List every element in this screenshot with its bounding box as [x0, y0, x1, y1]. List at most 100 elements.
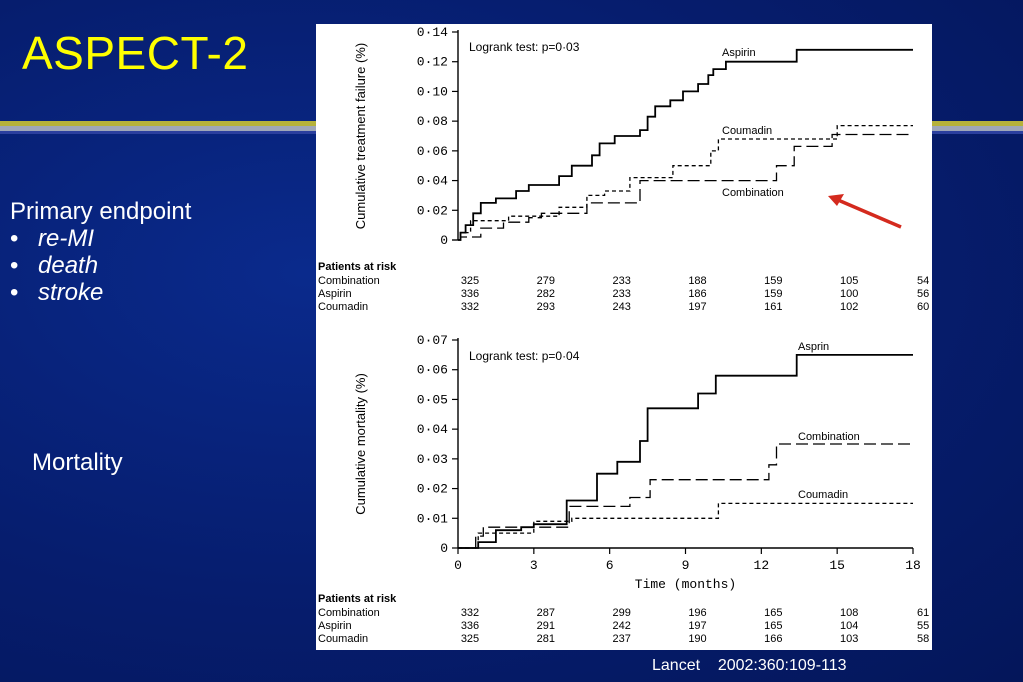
- logrank-annotation: Logrank test: p=0·04: [469, 349, 580, 363]
- red-arrow-head-icon: [828, 194, 844, 206]
- at-risk-value: 336: [461, 288, 479, 300]
- primary-endpoint-block: Primary endpoint • re-MI • death • stroke: [10, 198, 191, 306]
- y-tick-label: 0·08: [417, 114, 448, 129]
- y-tick-label: 0·04: [417, 422, 448, 437]
- at-risk-value: 55: [917, 620, 929, 632]
- series-label: Coumadin: [722, 125, 772, 137]
- primary-endpoint-heading: Primary endpoint: [10, 198, 192, 225]
- at-risk-value: 325: [461, 275, 479, 287]
- at-risk-value: 293: [537, 301, 555, 313]
- red-arrow-shaft: [837, 198, 902, 229]
- logrank-annotation: Logrank test: p=0·03: [469, 40, 580, 54]
- at-risk-value: 336: [461, 620, 479, 632]
- mortality-label: Mortality: [32, 449, 123, 476]
- y-tick-label: 0·02: [417, 203, 448, 218]
- at-risk-value: 103: [840, 633, 858, 645]
- at-risk-value: 165: [764, 607, 782, 619]
- at-risk-value: 282: [537, 288, 555, 300]
- x-tick-label: 18: [905, 558, 921, 573]
- at-risk-value: 60: [917, 301, 929, 313]
- at-risk-row-label: Aspirin: [318, 288, 352, 300]
- at-risk-value: 188: [688, 275, 706, 287]
- y-tick-label: 0·01: [417, 511, 448, 526]
- at-risk-heading: Patients at risk: [318, 593, 397, 605]
- at-risk-value: 237: [612, 633, 630, 645]
- at-risk-value: 233: [612, 275, 630, 287]
- at-risk-value: 100: [840, 288, 858, 300]
- at-risk-value: 56: [917, 288, 929, 300]
- y-tick-label: 0: [440, 233, 448, 248]
- y-axis-title: Cumulative treatment failure (%): [353, 43, 368, 229]
- y-tick-label: 0·03: [417, 452, 448, 467]
- endpoint-item-label: re-MI: [38, 225, 94, 252]
- citation: Lancet 2002:360:109-113: [652, 657, 847, 674]
- at-risk-value: 332: [461, 607, 479, 619]
- y-tick-label: 0·02: [417, 482, 448, 497]
- y-axis-title: Cumulative mortality (%): [353, 373, 368, 515]
- x-tick-label: 9: [682, 558, 690, 573]
- at-risk-value: 165: [764, 620, 782, 632]
- at-risk-value: 243: [612, 301, 630, 313]
- at-risk-row-label: Aspirin: [318, 620, 352, 632]
- series-label: Combination: [722, 187, 784, 199]
- at-risk-value: 196: [688, 607, 706, 619]
- y-tick-label: 0·06: [417, 144, 448, 159]
- at-risk-value: 186: [688, 288, 706, 300]
- series-line-aspirin: [458, 48, 913, 241]
- y-tick-label: 0·06: [417, 363, 448, 378]
- at-risk-value: 58: [917, 633, 929, 645]
- y-tick-label: 0·07: [417, 333, 448, 348]
- primary-endpoint-list: • re-MI • death • stroke: [10, 225, 191, 306]
- km-figure-svg: 0 0·02 0·04 0·06 0·08 0·10 0·12 0·14 Cumulative …: [318, 25, 929, 645]
- at-risk-value: 325: [461, 633, 479, 645]
- at-risk-value: 108: [840, 607, 858, 619]
- at-risk-row-label: Combination: [318, 607, 380, 619]
- endpoint-item-label: death: [38, 252, 99, 279]
- x-tick-label: 15: [829, 558, 845, 573]
- bullet-icon: •: [10, 225, 19, 252]
- series-line-combination: [458, 133, 913, 241]
- at-risk-value: 105: [840, 275, 858, 287]
- at-risk-heading: Patients at risk: [318, 261, 397, 273]
- at-risk-value: 166: [764, 633, 782, 645]
- at-risk-value: 159: [764, 275, 782, 287]
- series-label: Combination: [798, 431, 860, 443]
- y-tick-label: 0·10: [417, 84, 448, 99]
- series-label: Coumadin: [798, 489, 848, 501]
- at-risk-value: 197: [688, 620, 706, 632]
- at-risk-value: 279: [537, 275, 555, 287]
- series-line-combination: [458, 443, 913, 549]
- at-risk-row-label: Coumadin: [318, 301, 368, 313]
- bullet-icon: •: [10, 279, 19, 306]
- at-risk-value: 242: [612, 620, 630, 632]
- series-label: Asprin: [798, 341, 829, 353]
- series-line-asprin: [458, 354, 913, 549]
- bullet-icon: •: [10, 252, 19, 279]
- endpoint-item-label: stroke: [38, 279, 104, 306]
- series-line-coumadin: [458, 124, 913, 241]
- y-tick-label: 0·12: [417, 55, 448, 70]
- at-risk-value: 190: [688, 633, 706, 645]
- at-risk-value: 54: [917, 275, 929, 287]
- y-tick-label: 0·05: [417, 392, 448, 407]
- at-risk-value: 332: [461, 301, 479, 313]
- at-risk-value: 104: [840, 620, 858, 632]
- x-tick-label: 3: [530, 558, 538, 573]
- series-line-coumadin: [458, 502, 913, 549]
- x-tick-label: 0: [454, 558, 462, 573]
- at-risk-value: 102: [840, 301, 858, 313]
- endpoint-item: • stroke: [10, 279, 191, 306]
- y-tick-label: 0: [440, 541, 448, 556]
- y-tick-label: 0·04: [417, 174, 448, 189]
- endpoint-item: • re-MI: [10, 225, 191, 252]
- x-axis-title: Time (months): [635, 577, 736, 592]
- at-risk-value: 61: [917, 607, 929, 619]
- at-risk-value: 291: [537, 620, 555, 632]
- at-risk-value: 161: [764, 301, 782, 313]
- y-tick-label: 0·14: [417, 25, 448, 40]
- km-figure: 0 0·02 0·04 0·06 0·08 0·10 0·12 0·14 Cumulative …: [316, 24, 932, 650]
- at-risk-value: 233: [612, 288, 630, 300]
- series-label: Aspirin: [722, 47, 756, 59]
- at-risk-value: 287: [537, 607, 555, 619]
- endpoint-item: • death: [10, 252, 191, 279]
